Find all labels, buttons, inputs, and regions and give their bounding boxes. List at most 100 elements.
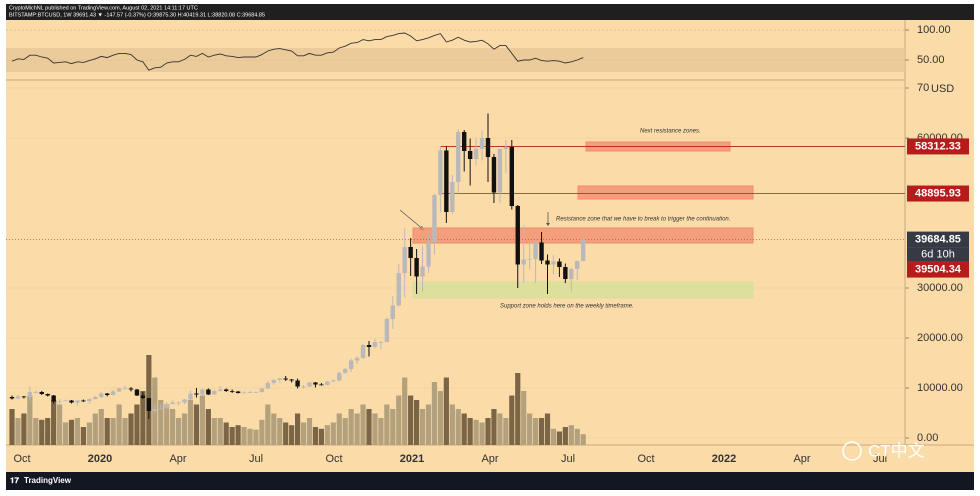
volume-bar bbox=[277, 418, 283, 445]
candle-body bbox=[497, 149, 503, 193]
candle-body bbox=[45, 394, 50, 396]
volume-bar bbox=[164, 404, 170, 445]
candle-body bbox=[105, 393, 110, 395]
volume-bar bbox=[283, 422, 289, 445]
volume-bar bbox=[15, 418, 21, 445]
candle-body bbox=[337, 373, 342, 381]
candle-body bbox=[354, 358, 360, 361]
x-tick-label: Apr bbox=[793, 453, 810, 465]
candle-body bbox=[473, 149, 479, 159]
volume-bar bbox=[306, 418, 313, 445]
candle-body bbox=[146, 398, 152, 411]
x-tick-label: Oct bbox=[325, 453, 342, 465]
candle-body bbox=[194, 393, 199, 395]
volume-bar bbox=[9, 409, 15, 445]
volume-bar bbox=[223, 422, 229, 445]
candle-body bbox=[164, 404, 169, 409]
volume-bar bbox=[128, 413, 134, 445]
price-tag-box bbox=[907, 185, 969, 202]
candle-body bbox=[372, 342, 378, 347]
candle-body bbox=[521, 259, 526, 265]
candle-body bbox=[456, 132, 461, 182]
volume-bar bbox=[122, 418, 128, 445]
candle-body bbox=[575, 261, 580, 269]
candle-body bbox=[432, 195, 437, 242]
candle-body bbox=[325, 381, 330, 385]
candle-body bbox=[75, 400, 80, 403]
volume-bar bbox=[324, 425, 330, 445]
candle-body bbox=[414, 258, 419, 277]
y-tick-label: 30000.00 bbox=[917, 282, 963, 294]
candle-body bbox=[277, 378, 282, 380]
volume-bar bbox=[544, 413, 551, 445]
x-tick-label: 2020 bbox=[88, 453, 112, 465]
volume-bar bbox=[27, 395, 33, 445]
x-tick-label: Apr bbox=[169, 453, 186, 465]
candle-body bbox=[57, 401, 62, 402]
last-price-tag-box bbox=[907, 231, 969, 248]
candle-body bbox=[241, 392, 247, 394]
candle-body bbox=[122, 388, 128, 390]
candle-body bbox=[485, 138, 491, 157]
candle-body bbox=[15, 396, 21, 399]
volume-bar bbox=[158, 400, 164, 445]
candle-body bbox=[229, 391, 235, 392]
x-tick-label: 2021 bbox=[400, 453, 424, 465]
volume-bar bbox=[521, 391, 527, 445]
volume-bar bbox=[473, 419, 479, 445]
candle-body bbox=[21, 396, 27, 398]
volume-bar bbox=[241, 427, 247, 445]
x-tick-label: Oct bbox=[637, 453, 654, 465]
volume-bar bbox=[259, 419, 265, 445]
candle-body bbox=[533, 242, 538, 259]
volume-bar bbox=[467, 418, 473, 445]
volume-bar bbox=[199, 395, 205, 445]
candle-body bbox=[479, 138, 485, 149]
candle-body bbox=[551, 261, 556, 265]
volume-bar bbox=[538, 418, 545, 445]
y-tick-label: 0.00 bbox=[917, 432, 938, 444]
volume-bar bbox=[425, 404, 432, 445]
countdown: 6d 10h bbox=[921, 248, 955, 260]
volume-bar bbox=[62, 422, 69, 445]
volume-bar bbox=[455, 409, 461, 445]
volume-bar bbox=[181, 413, 188, 445]
candle-body bbox=[509, 147, 514, 206]
candle-body bbox=[331, 380, 336, 382]
candle-body bbox=[467, 151, 473, 159]
candle-body bbox=[170, 402, 175, 404]
volume-bar bbox=[336, 413, 342, 445]
volume-bar bbox=[509, 395, 515, 445]
candle-body bbox=[182, 399, 187, 403]
candle-body bbox=[87, 399, 92, 401]
footer: TradingView bbox=[24, 476, 72, 485]
candle-body bbox=[259, 388, 265, 392]
logo: 𝟏𝟕 bbox=[10, 476, 19, 485]
candle-body bbox=[515, 206, 520, 265]
y-tick-label: 10000.00 bbox=[917, 382, 963, 394]
candle-body bbox=[224, 389, 229, 391]
volume-bar bbox=[116, 404, 122, 445]
volume-bar bbox=[402, 377, 408, 445]
volume-bar bbox=[348, 409, 354, 445]
candle-body bbox=[235, 391, 241, 393]
candle-body bbox=[63, 400, 68, 402]
volume-bar bbox=[330, 422, 336, 445]
y-tick-label: 70 bbox=[917, 82, 929, 94]
candle-body bbox=[313, 382, 318, 385]
candle-body bbox=[271, 380, 276, 383]
candle-body bbox=[366, 345, 372, 347]
volume-bar bbox=[211, 418, 217, 445]
volume-bar bbox=[33, 418, 39, 445]
annotation: Support zone holds here on the weekly ti… bbox=[500, 304, 634, 310]
candle-body bbox=[289, 379, 294, 381]
volume-bar bbox=[253, 429, 259, 445]
candle-body bbox=[569, 269, 574, 279]
volume-bar bbox=[104, 418, 110, 445]
volume-bar bbox=[318, 428, 324, 445]
candle-body bbox=[218, 389, 223, 391]
candle-body bbox=[265, 383, 271, 389]
candle-body bbox=[212, 391, 217, 395]
candle-body bbox=[545, 260, 550, 265]
candle-body bbox=[200, 389, 205, 395]
